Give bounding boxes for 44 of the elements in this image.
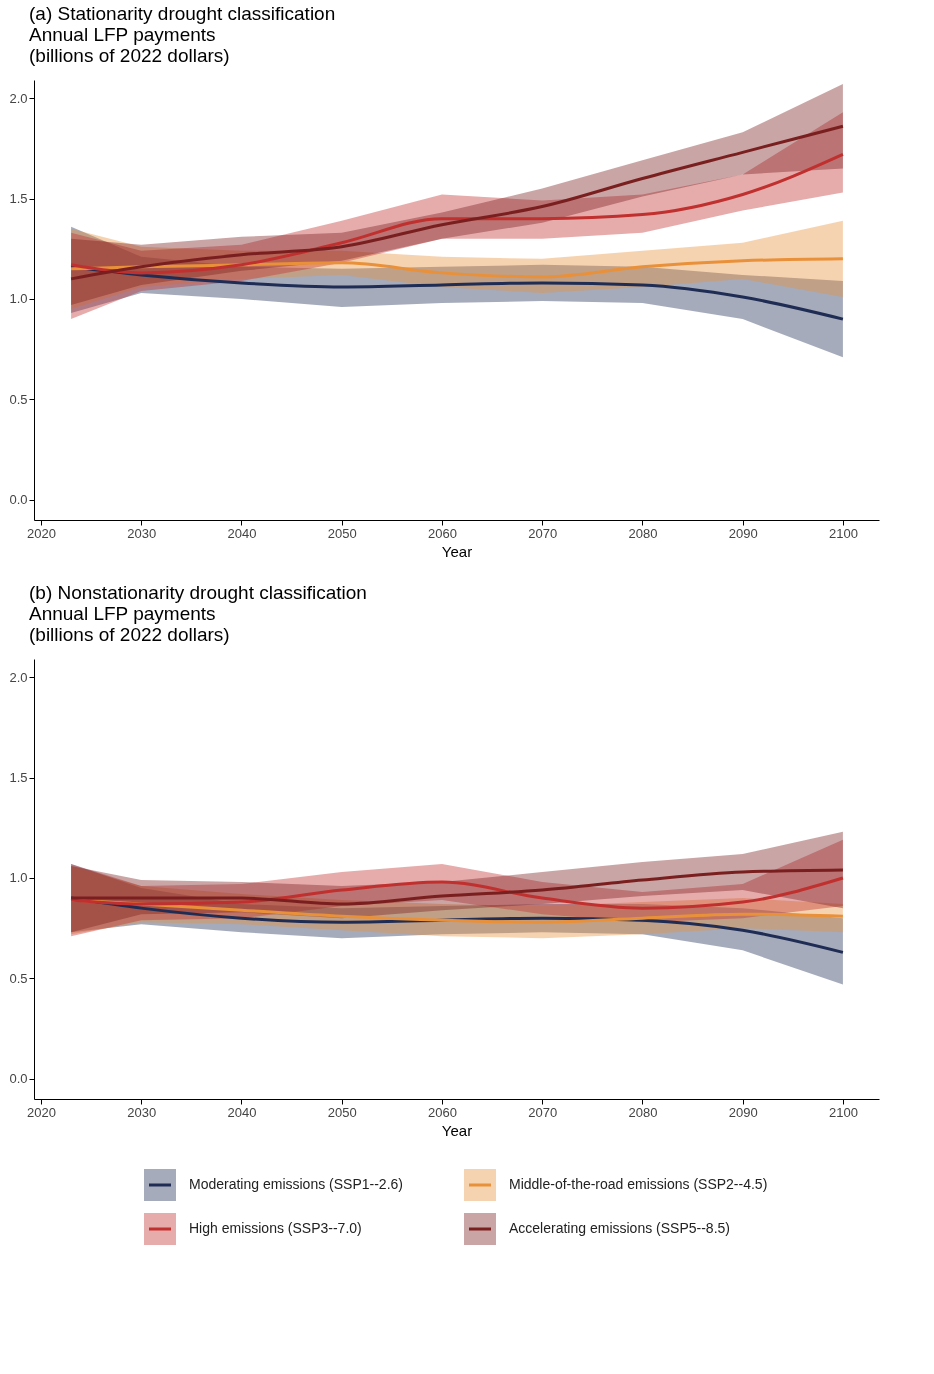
y-tick-label: 1.0 <box>9 291 28 307</box>
line-series <box>69 152 845 275</box>
x-tick-label: 2030 <box>127 525 157 541</box>
legend-label: High emissions (SSP3--7.0) <box>189 1220 362 1236</box>
chart-title: (a) Stationarity drought classification <box>29 3 336 24</box>
y-tick-label: 1.0 <box>9 870 28 886</box>
legend-label: Moderating emissions (SSP1--2.6) <box>189 1176 403 1192</box>
x-tick-label: 2090 <box>728 1104 758 1120</box>
x-tick-label: 2090 <box>728 525 758 541</box>
x-tick-label: 2060 <box>428 1104 457 1120</box>
y-tick-label: 1.5 <box>9 770 28 786</box>
y-tick-label: 0.5 <box>9 970 28 986</box>
line-series <box>69 876 845 910</box>
x-tick-label: 2040 <box>227 525 257 541</box>
x-axis-title: Year <box>441 542 473 560</box>
y-tick-label: 0.0 <box>9 1071 28 1087</box>
x-tick-label: 2040 <box>227 1104 257 1120</box>
x-tick-label: 2020 <box>27 1104 56 1120</box>
x-tick-label: 2070 <box>528 1104 558 1120</box>
y-axis-title: Annual LFP payments (billions of 2022 dollars) <box>29 24 230 66</box>
legend-label: Accelerating emissions (SSP5--8.5) <box>509 1220 730 1236</box>
x-axis-title: Year <box>441 1121 473 1139</box>
y-tick-label: 1.5 <box>9 191 28 207</box>
x-tick-label: 2100 <box>828 1104 858 1120</box>
chart-title: (b) Nonstationarity drought classification <box>29 582 367 603</box>
x-tick-label: 2050 <box>327 1104 357 1120</box>
x-tick-label: 2100 <box>828 525 858 541</box>
y-axis-title: Annual LFP payments (billions of 2022 dollars) <box>29 603 230 645</box>
x-tick-label: 2060 <box>428 525 457 541</box>
x-tick-label: 2020 <box>27 525 56 541</box>
line-series <box>69 265 845 321</box>
x-tick-label: 2080 <box>628 1104 658 1120</box>
y-tick-label: 0.0 <box>9 492 28 508</box>
line-series <box>69 124 845 281</box>
x-tick-label: 2070 <box>528 525 558 541</box>
x-tick-label: 2050 <box>327 525 357 541</box>
x-tick-label: 2080 <box>628 525 658 541</box>
line-series <box>69 868 845 906</box>
y-tick-label: 2.0 <box>9 669 28 685</box>
y-tick-label: 2.0 <box>9 90 28 106</box>
legend-label: Middle-of-the-road emissions (SSP2--4.5) <box>509 1176 768 1192</box>
y-tick-label: 0.5 <box>9 391 28 407</box>
line-series <box>69 257 845 279</box>
x-tick-label: 2030 <box>127 1104 157 1120</box>
